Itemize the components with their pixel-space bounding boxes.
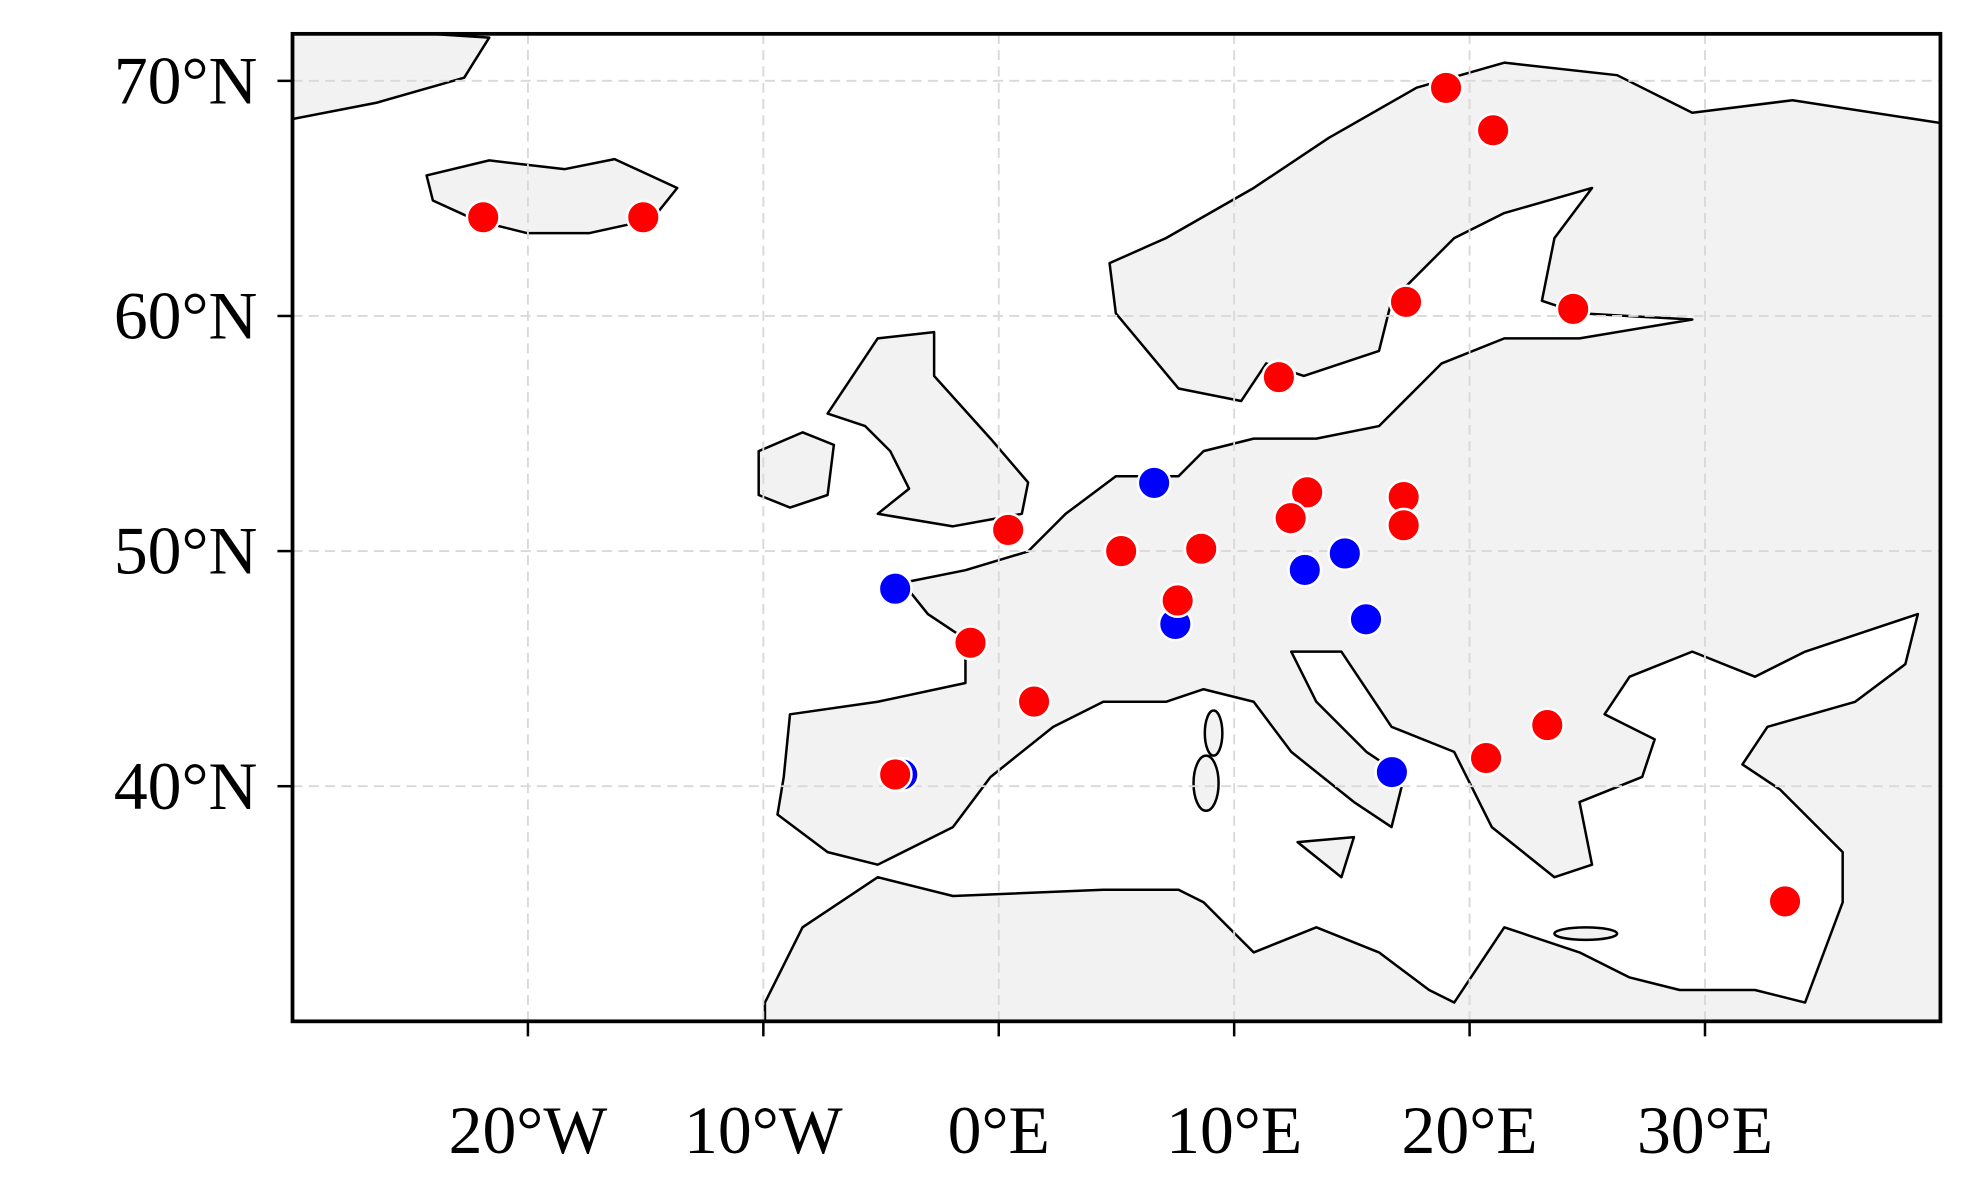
x-tick-label: 0°E xyxy=(948,1093,1050,1168)
station-point xyxy=(1261,359,1297,395)
station-point xyxy=(990,512,1026,548)
station-point xyxy=(1555,291,1591,327)
station-point xyxy=(1388,284,1424,320)
y-tick-label: 60°N xyxy=(114,279,258,354)
station-point xyxy=(1103,533,1139,569)
x-tick-label: 20°E xyxy=(1402,1093,1538,1168)
corsica xyxy=(1203,709,1224,757)
station-point xyxy=(1767,883,1803,919)
x-tick-label: 10°E xyxy=(1166,1093,1302,1168)
x-tick-label: 30°E xyxy=(1637,1093,1773,1168)
station-point xyxy=(1327,535,1363,571)
station-point xyxy=(1475,112,1511,148)
y-tick-label: 70°N xyxy=(114,43,258,118)
station-point xyxy=(1468,740,1504,776)
coastlines xyxy=(292,33,1941,1022)
station-point xyxy=(1160,582,1196,619)
station-point xyxy=(1183,531,1219,567)
ireland xyxy=(757,431,836,509)
greenland xyxy=(292,33,491,121)
sardinia xyxy=(1192,754,1220,813)
station-point xyxy=(465,199,501,235)
station-point xyxy=(1136,465,1172,501)
station-point xyxy=(877,571,913,607)
station-point xyxy=(952,625,989,661)
plot-frame xyxy=(290,31,1943,1024)
y-tick-label: 50°N xyxy=(114,514,258,589)
station-point xyxy=(1428,70,1464,106)
station-point xyxy=(1287,552,1323,588)
great-britain xyxy=(826,330,1030,528)
station-point xyxy=(1348,601,1384,637)
station-point xyxy=(625,199,661,235)
x-tick-label: 20°W xyxy=(449,1093,608,1168)
station-point xyxy=(1273,500,1309,536)
station-point xyxy=(1529,707,1565,743)
station-point xyxy=(1289,474,1325,510)
x-tick-label: 10°W xyxy=(684,1093,843,1168)
y-tick-label: 40°N xyxy=(114,749,258,824)
station-point xyxy=(1374,754,1410,790)
station-point xyxy=(1386,507,1422,543)
axes: 20°W 10°W 0°E 10°E 20°E 30°E 40°N 50°N 60°N 70°N xyxy=(114,33,1941,1168)
crete xyxy=(1553,926,1619,942)
station-point xyxy=(877,756,913,792)
sicily xyxy=(1296,835,1356,879)
station-point xyxy=(1016,684,1052,720)
